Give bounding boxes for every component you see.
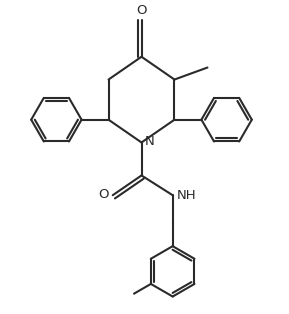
Text: NH: NH [176, 189, 196, 202]
Text: N: N [144, 135, 154, 149]
Text: O: O [136, 4, 147, 17]
Text: O: O [99, 188, 109, 201]
